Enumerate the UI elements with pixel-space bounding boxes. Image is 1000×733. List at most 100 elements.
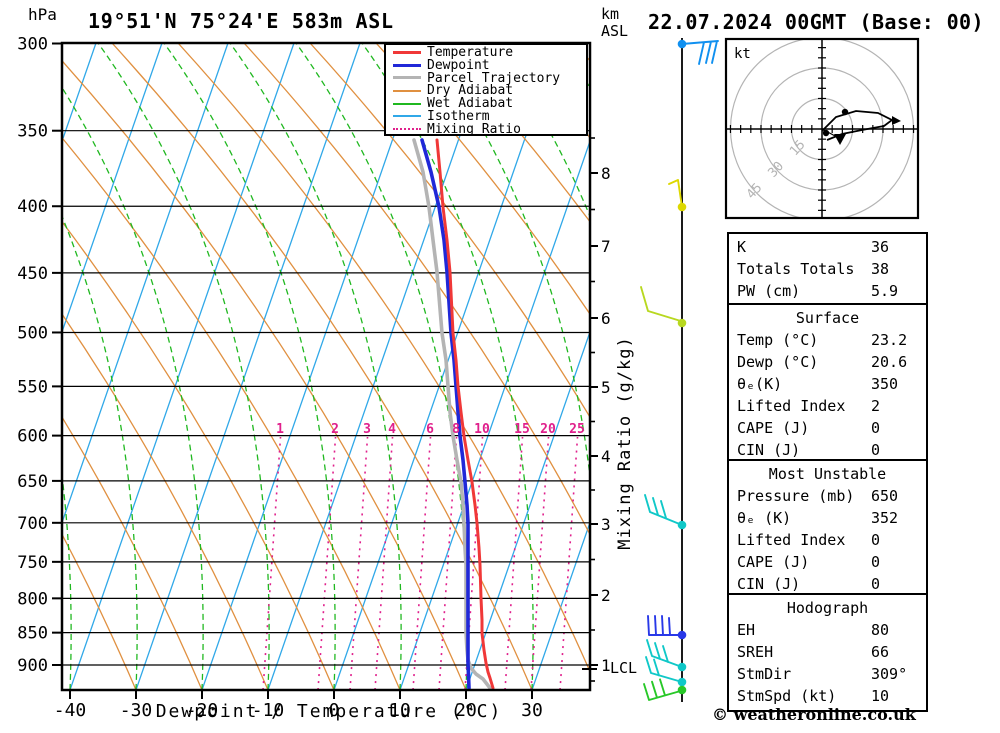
legend-line-sample-icon xyxy=(393,115,421,118)
pressure-tick-label: 450 xyxy=(17,264,48,284)
wind-barb-icon xyxy=(647,615,683,636)
stat-label: StmDir xyxy=(737,665,792,683)
temp-axis-title: Dewpoint / Temperature (°C) xyxy=(155,701,503,722)
mixing-ratio-axis-label: Mixing Ratio (g/kg) xyxy=(615,336,635,549)
wind-barb-dot xyxy=(677,318,687,328)
pressure-tick-label: 850 xyxy=(17,624,48,644)
legend-row: Temperature xyxy=(386,45,586,60)
dry-adiabat-line xyxy=(177,43,590,674)
mixing-ratio-label: 8 xyxy=(452,422,460,437)
wind-barb-icon xyxy=(644,494,683,526)
legend-line-sample-icon xyxy=(393,128,421,131)
pressure-tick-label: 500 xyxy=(17,323,48,343)
dry-adiabat-line xyxy=(243,43,590,536)
dewpoint-curve xyxy=(420,138,471,690)
wind-barb-icon xyxy=(640,286,685,323)
temp-tick-label: -40 xyxy=(54,700,87,721)
hodograph-unit-label: kt xyxy=(734,46,751,62)
sounding-curves xyxy=(412,138,495,690)
lcl-label: LCL xyxy=(610,659,637,677)
stat-row: θₑ(K) 350 xyxy=(729,373,926,395)
plot-border xyxy=(60,41,592,692)
isotherm-line xyxy=(62,43,229,525)
mixing-ratio-line xyxy=(504,437,524,690)
pressure-tick-label: 300 xyxy=(17,35,48,55)
mixing-ratio-line xyxy=(530,437,550,690)
km-tick-label: 5 xyxy=(601,378,611,397)
stat-value: 352 xyxy=(871,509,899,527)
temp-tick-label: 0 xyxy=(329,700,340,721)
mixing-ratio-line xyxy=(412,437,432,690)
stat-label: K xyxy=(737,238,747,256)
wind-barb-icon xyxy=(645,656,683,683)
dry-adiabat-line xyxy=(62,533,137,690)
isotherm-line xyxy=(201,43,427,690)
legend-label: Isotherm xyxy=(427,108,490,124)
wind-barb-icon xyxy=(643,678,685,701)
wind-barb-icon xyxy=(646,639,683,668)
storm-motion-vector xyxy=(821,128,838,138)
stat-value: 36 xyxy=(871,238,890,256)
wind-barb-icon xyxy=(681,40,719,65)
stat-label: Lifted Index xyxy=(737,397,846,415)
stat-label: θₑ (K) xyxy=(737,509,792,527)
km-tick-label: 2 xyxy=(601,586,611,605)
legend-label: Parcel Trajectory xyxy=(427,70,561,86)
isotherm-line xyxy=(62,43,97,144)
legend-row: Isotherm xyxy=(386,108,586,124)
stat-label: EH xyxy=(737,621,756,639)
temperature-curve xyxy=(435,138,495,690)
stat-label: PW (cm) xyxy=(737,282,801,300)
pressure-tick-label: 350 xyxy=(17,122,48,142)
wind-barb-dot xyxy=(677,677,687,687)
mixing-ratio-line xyxy=(317,437,337,690)
wind-barb-column xyxy=(640,38,719,702)
stat-row: CAPE (J) 0 xyxy=(729,417,926,439)
wind-barb-dot xyxy=(677,662,687,672)
wind-barb-dot xyxy=(677,520,687,530)
stat-label: Lifted Index xyxy=(737,531,846,549)
km-tick-label: 3 xyxy=(601,515,611,534)
wet-adiabat-line xyxy=(559,43,590,90)
temp-tick-label: 10 xyxy=(389,700,411,721)
wet-adiabat-line xyxy=(0,43,5,690)
stat-row: K 36 xyxy=(729,236,926,258)
hodograph-ring-label: 15 xyxy=(787,137,809,159)
wet-adiabat-line xyxy=(493,43,590,219)
stat-label: Dewp (°C) xyxy=(737,353,819,371)
temp-tick-label: -10 xyxy=(252,700,285,721)
hodograph-ring-label: 30 xyxy=(765,159,787,181)
legend-label: Dewpoint xyxy=(427,57,490,73)
stat-row: CIN (J) 0 xyxy=(729,573,926,595)
legend-line-sample-icon xyxy=(393,63,421,67)
legend-row: Wet Adiabat xyxy=(386,96,586,111)
stat-label: CAPE (J) xyxy=(737,553,810,571)
mixing-ratio-line xyxy=(349,437,369,690)
stat-row: PW (cm) 5.9 xyxy=(729,280,926,302)
wet-adiabat-line xyxy=(295,43,468,690)
copyright: © weatheronline.co.uk xyxy=(712,705,916,724)
stat-label: CIN (J) xyxy=(737,575,801,593)
temp-tick-label: -30 xyxy=(120,700,153,721)
stat-row: Totals Totals 38 xyxy=(729,258,926,280)
mixing-ratio-label: 20 xyxy=(540,422,556,437)
stat-label: CAPE (J) xyxy=(737,419,810,437)
parcel-trajectory-curve xyxy=(412,138,492,690)
legend-line-sample-icon xyxy=(393,76,421,80)
mixing-ratio-label: 6 xyxy=(426,422,434,437)
isotherm-line xyxy=(399,139,590,690)
wind-barb-dot xyxy=(677,39,687,49)
stat-row: CIN (J) 0 xyxy=(729,439,926,461)
wet-adiabat-line xyxy=(229,43,402,690)
stat-row: StmSpd (kt) 10 xyxy=(729,685,926,707)
dry-adiabat-line xyxy=(62,136,401,690)
stat-row: CAPE (J) 0 xyxy=(729,551,926,573)
mixing-ratio-label: 25 xyxy=(569,422,585,437)
pressure-tick-label: 800 xyxy=(17,589,48,609)
stat-table-title: Surface xyxy=(795,309,860,327)
stat-value: 38 xyxy=(871,260,890,278)
stat-value: 0 xyxy=(871,575,881,593)
pressure-tick-label: 600 xyxy=(17,427,48,447)
legend-row: Parcel Trajectory xyxy=(386,70,586,86)
